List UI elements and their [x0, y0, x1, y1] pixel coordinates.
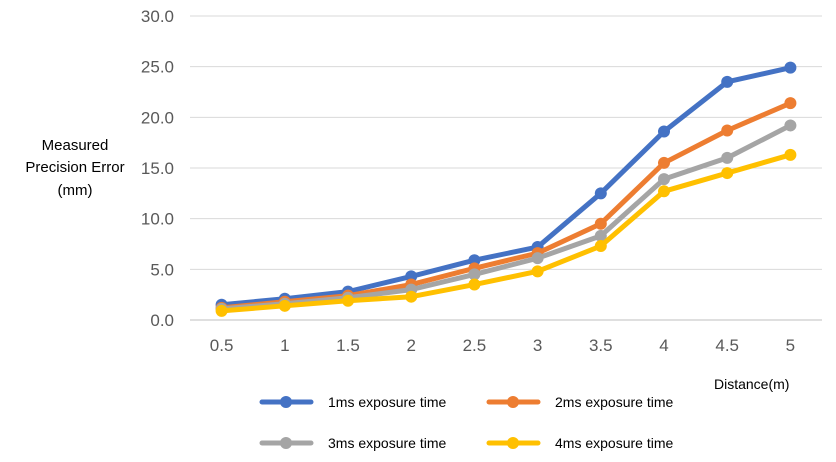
- series-1-point-6: [594, 187, 607, 200]
- series-3-point-7: [658, 173, 670, 186]
- series-1-line: [219, 65, 793, 308]
- y-axis-label-line-1: Measured: [41, 137, 109, 154]
- legend-label-2: 2ms exposure time: [555, 394, 673, 410]
- x-axis-label: Distance(m): [714, 376, 790, 392]
- series-4-point-1: [278, 299, 291, 312]
- series-3-point-6: [594, 229, 607, 242]
- series-1-point-9: [784, 61, 797, 74]
- series-2-point-6: [594, 217, 607, 230]
- series-4-point-5: [531, 265, 544, 278]
- legend-label-3: 3ms exposure time: [328, 435, 446, 451]
- series-1-point-8: [721, 75, 734, 88]
- y-tick-label-6: 30.0: [141, 7, 174, 26]
- y-tick-label-0: 0.0: [150, 311, 174, 330]
- legend-swatch-marker-2: [507, 396, 519, 408]
- series-3-point-9: [784, 119, 797, 132]
- y-axis-label-line-2: Precision Error: [25, 159, 125, 176]
- x-tick-label-6: 3.5: [589, 336, 613, 355]
- series-1-point-7: [658, 125, 670, 138]
- series-2-point-9: [784, 97, 797, 110]
- x-tick-label-5: 3: [533, 336, 542, 355]
- series-4-line: [219, 152, 793, 314]
- series-4-point-9: [784, 148, 797, 161]
- y-tick-label-5: 25.0: [141, 58, 174, 77]
- x-tick-label-9: 5: [786, 336, 795, 355]
- series-4-point-0: [215, 304, 228, 317]
- legend-swatch-marker-4: [507, 437, 519, 449]
- series-4-point-2: [342, 294, 354, 307]
- legend-swatch-marker-3: [280, 437, 292, 449]
- y-tick-label-4: 20.0: [141, 108, 174, 127]
- y-axis-label-line-3: (mm): [57, 182, 93, 199]
- legend-swatch-marker-1: [280, 396, 292, 408]
- series-3-line: [219, 122, 793, 312]
- series-4-point-6: [594, 240, 607, 253]
- series-4-point-4: [468, 278, 481, 291]
- series-4-point-8: [721, 167, 734, 180]
- series-2-point-8: [721, 124, 734, 137]
- series-2-point-7: [658, 156, 670, 169]
- series-4-point-7: [658, 185, 670, 198]
- series-4-point-3: [405, 290, 418, 303]
- x-tick-label-0: 0.5: [210, 336, 234, 355]
- series-3-point-8: [721, 151, 734, 164]
- series-3-point-5: [531, 252, 544, 265]
- x-tick-label-1: 1: [280, 336, 289, 355]
- legend-label-1: 1ms exposure time: [328, 394, 446, 410]
- y-tick-label-1: 5.0: [150, 260, 174, 279]
- y-tick-label-3: 15.0: [141, 159, 174, 178]
- x-tick-label-8: 4.5: [715, 336, 739, 355]
- x-tick-label-2: 1.5: [336, 336, 360, 355]
- series-3-point-4: [468, 268, 481, 281]
- y-tick-label-2: 10.0: [141, 210, 174, 229]
- x-tick-label-3: 2: [406, 336, 415, 355]
- legend-label-4: 4ms exposure time: [555, 435, 673, 451]
- x-tick-label-7: 4: [659, 336, 668, 355]
- x-tick-label-4: 2.5: [463, 336, 487, 355]
